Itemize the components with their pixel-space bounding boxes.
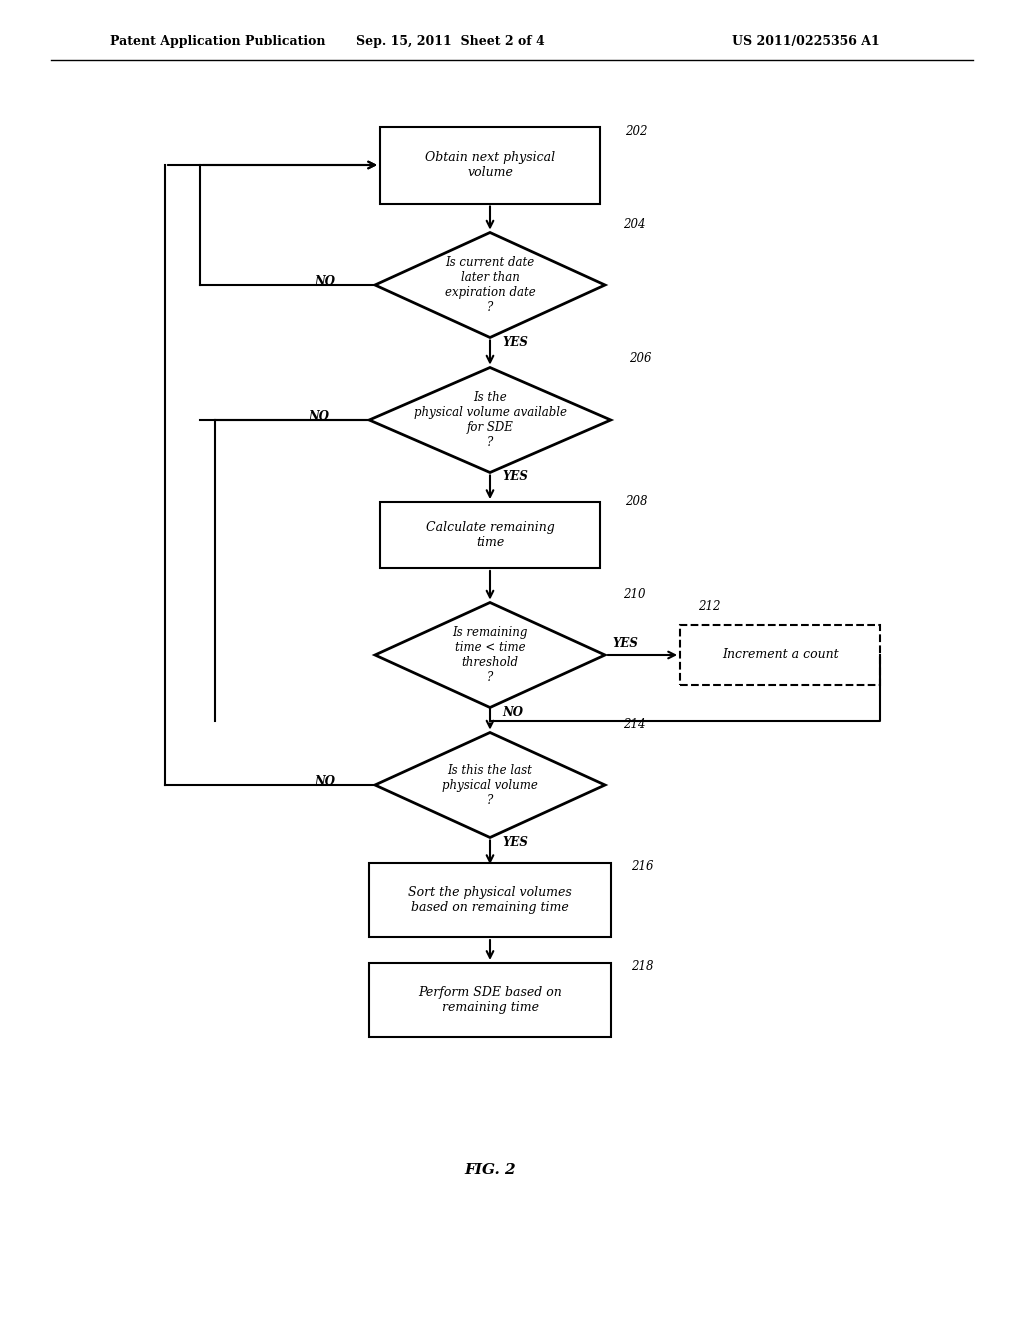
Text: Sep. 15, 2011  Sheet 2 of 4: Sep. 15, 2011 Sheet 2 of 4	[355, 36, 545, 48]
Polygon shape	[375, 232, 605, 338]
Text: 214: 214	[623, 718, 645, 730]
Text: YES: YES	[502, 470, 528, 483]
FancyBboxPatch shape	[380, 502, 600, 568]
Text: NO: NO	[308, 411, 330, 422]
Text: YES: YES	[612, 638, 638, 649]
Text: 204: 204	[623, 218, 645, 231]
Text: 208: 208	[625, 495, 647, 508]
FancyBboxPatch shape	[369, 863, 611, 937]
Polygon shape	[370, 367, 610, 473]
Text: 212: 212	[698, 599, 721, 612]
Text: Is remaining
time < time
threshold
?: Is remaining time < time threshold ?	[453, 626, 527, 684]
Polygon shape	[375, 733, 605, 837]
Text: Increment a count: Increment a count	[722, 648, 839, 661]
Polygon shape	[375, 602, 605, 708]
Text: 206: 206	[629, 352, 651, 366]
Text: FIG. 2: FIG. 2	[464, 1163, 516, 1177]
Text: 216: 216	[631, 861, 653, 873]
Text: NO: NO	[502, 705, 523, 718]
Text: 218: 218	[631, 960, 653, 973]
Text: YES: YES	[502, 335, 528, 348]
Text: Is the
physical volume available
for SDE
?: Is the physical volume available for SDE…	[414, 391, 566, 449]
Text: NO: NO	[314, 775, 335, 788]
Text: Is current date
later than
expiration date
?: Is current date later than expiration da…	[444, 256, 536, 314]
Text: Patent Application Publication: Patent Application Publication	[110, 36, 326, 48]
Text: YES: YES	[502, 836, 528, 849]
FancyBboxPatch shape	[380, 127, 600, 203]
Text: Sort the physical volumes
based on remaining time: Sort the physical volumes based on remai…	[409, 886, 571, 913]
Text: US 2011/0225356 A1: US 2011/0225356 A1	[732, 36, 880, 48]
Text: Is this the last
physical volume
?: Is this the last physical volume ?	[442, 763, 538, 807]
FancyBboxPatch shape	[680, 624, 880, 685]
Text: 210: 210	[623, 587, 645, 601]
Text: Obtain next physical
volume: Obtain next physical volume	[425, 150, 555, 180]
FancyBboxPatch shape	[369, 962, 611, 1038]
Text: NO: NO	[314, 275, 335, 288]
Text: Perform SDE based on
remaining time: Perform SDE based on remaining time	[418, 986, 562, 1014]
Text: Calculate remaining
time: Calculate remaining time	[426, 521, 554, 549]
Text: 202: 202	[625, 125, 647, 139]
